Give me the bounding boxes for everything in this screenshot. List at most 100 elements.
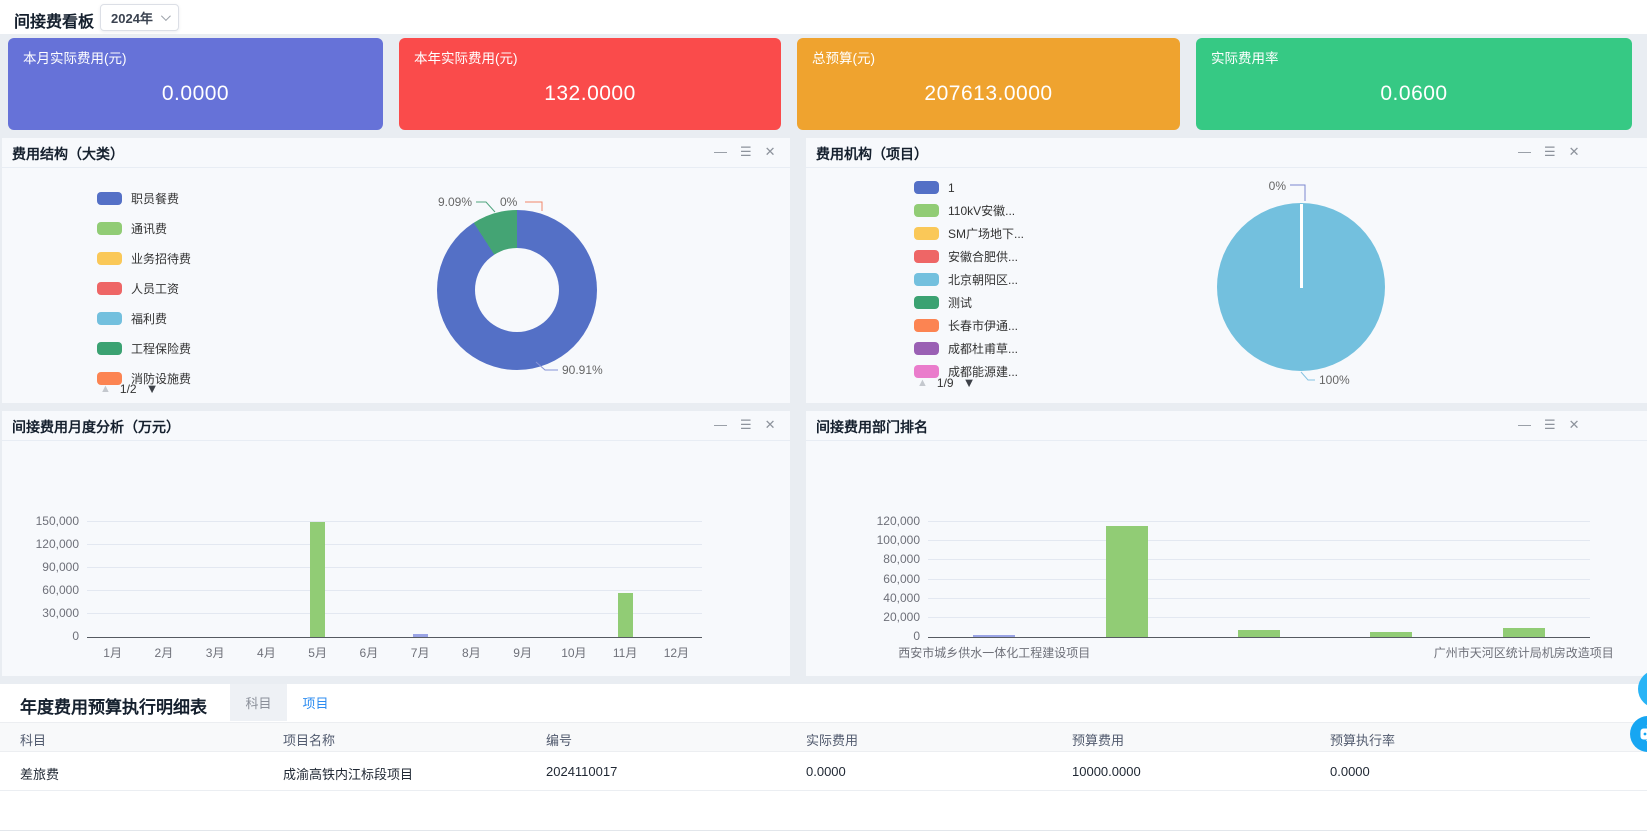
gridline [928, 578, 1590, 580]
bar[interactable] [617, 593, 633, 637]
bar[interactable] [412, 634, 428, 637]
table-tabs: 科目 项目 [230, 684, 344, 721]
legend-item[interactable]: 测试 [914, 291, 1024, 314]
legend-item-label: 成都能源建... [948, 365, 1019, 379]
bar[interactable] [310, 522, 326, 637]
legend-item[interactable]: 北京朝阳区... [914, 268, 1024, 291]
legend-color-chip [97, 341, 122, 355]
x-axis-category-label: 3月 [205, 646, 225, 660]
legend-item[interactable]: 110kV安徽... [914, 199, 1024, 222]
table-cell: 成渝高铁内江标段项目 [283, 767, 414, 782]
panel-header: 间接费用月度分析（万元） — ☰ ✕ [2, 411, 790, 441]
minimize-icon[interactable]: — [714, 417, 727, 432]
window-controls: — ☰ ✕ [714, 417, 776, 433]
bar-chart-dept[interactable]: 0 20,000 40,000 60,000 80,000 100,000 120,000 西… [877, 514, 1614, 660]
floating-circle-button[interactable] [1638, 670, 1647, 708]
menu-icon[interactable]: ☰ [1544, 417, 1556, 432]
minimize-icon[interactable]: — [714, 144, 727, 159]
legend: 1 110kV安徽... SM广场地下... 安徽合肥供... 北京朝阳区... 测试长春… [914, 176, 1024, 383]
close-icon[interactable]: ✕ [764, 417, 776, 432]
legend-item-label: 成都杜甫草... [948, 342, 1019, 356]
tab-subject[interactable]: 科目 [245, 696, 272, 711]
table-cell: 0.0000 [806, 764, 846, 779]
gridline [928, 597, 1590, 599]
table-title: 年度费用预算执行明细表 [20, 698, 207, 717]
legend-page-down-icon[interactable]: ▼ [145, 381, 159, 396]
slice-label-zero: 0% [500, 195, 518, 209]
chevron-down-icon [160, 11, 171, 22]
donut-chart[interactable] [437, 210, 597, 370]
legend-page-down-icon[interactable]: ▼ [962, 375, 976, 390]
legend-item[interactable]: 业务招待费 [97, 243, 191, 273]
pie-gap-line [1300, 204, 1303, 288]
y-axis-tick-label: 20,000 [883, 609, 920, 624]
legend-pager: ▲ 1/2 ▼ [100, 381, 158, 396]
panel-body: 职员餐费 通讯费 业务招待费 人员工资福利费工程保险费 消防设施费 ▲ 1/2 ▼ 0%… [2, 169, 790, 403]
menu-icon[interactable]: ☰ [740, 144, 752, 159]
gridline [87, 521, 702, 522]
bar[interactable] [1105, 526, 1148, 637]
legend-item[interactable]: 人员工资 [97, 273, 191, 303]
legend-item[interactable]: 消防设施费 [97, 363, 191, 393]
panel-title: 间接费用月度分析（万元） [12, 419, 180, 435]
legend-item[interactable]: 1 [914, 176, 1024, 199]
legend-page-up-icon[interactable]: ▲ [100, 382, 111, 395]
x-axis-category-label: 7月 [410, 646, 430, 660]
bar[interactable] [1238, 630, 1280, 637]
legend-item-label: 长春市伊通... [948, 319, 1019, 333]
legend-item[interactable]: 通讯费 [97, 213, 191, 243]
chat-robot-button[interactable] [1630, 716, 1647, 752]
legend-item[interactable]: 成都杜甫草... [914, 337, 1024, 360]
legend-item[interactable]: 工程保险费 [97, 333, 191, 363]
legend-color-chip [97, 311, 122, 325]
legend-item-label: SM广场地下... [948, 227, 1025, 241]
legend-item[interactable]: 安徽合肥供... [914, 245, 1024, 268]
close-icon[interactable]: ✕ [1568, 144, 1580, 159]
x-axis-category-label: 2月 [154, 646, 174, 660]
year-selector[interactable]: 2024年 [100, 4, 179, 31]
y-axis-tick-label: 30,000 [42, 606, 79, 620]
minimize-icon[interactable]: — [1518, 417, 1531, 432]
tab-project[interactable]: 项目 [287, 684, 344, 721]
minimize-icon[interactable]: — [1518, 144, 1531, 159]
legend-item-label: 北京朝阳区... [948, 273, 1019, 287]
legend-item[interactable]: 福利费 [97, 303, 191, 333]
table-row[interactable]: 差旅费 成渝高铁内江标段项目 2024110017 0.0000 10000.0000 0… [0, 752, 1647, 791]
bar[interactable] [973, 635, 1016, 637]
x-axis-category-label: 1月 [103, 646, 122, 660]
y-axis-tick-label: 90,000 [42, 560, 79, 574]
legend-item[interactable]: 职员餐费 [97, 183, 191, 213]
legend-page-up-icon[interactable]: ▲ [917, 376, 928, 389]
budget-detail-table-section: 年度费用预算执行明细表 科目 项目 科目 项目名称 编号 实际费用 预算费用 预算执行率 … [0, 684, 1647, 834]
legend-item[interactable]: 长春市伊通... [914, 314, 1024, 337]
legend-item[interactable]: 成都能源建... [914, 360, 1024, 383]
legend-color-chip [914, 319, 939, 332]
bar[interactable] [1502, 628, 1545, 637]
panel-monthly-analysis: 间接费用月度分析（万元） — ☰ ✕ 0 30,000 60,000 90,000 12… [2, 411, 790, 676]
close-icon[interactable]: ✕ [764, 144, 776, 159]
legend-page-indicator: 1/9 [936, 375, 954, 390]
legend-color-chip [914, 181, 939, 194]
kpi-card-total-budget: 总预算(元) 207613.0000 [797, 38, 1180, 130]
slice-label-full: 100% [1319, 373, 1350, 387]
close-icon[interactable]: ✕ [1568, 417, 1580, 432]
gridline [87, 567, 702, 568]
legend-item-label: 福利费 [131, 311, 168, 326]
table-header-row: 科目 项目名称 编号 实际费用 预算费用 预算执行率 [0, 722, 1647, 752]
gridline [87, 613, 702, 614]
legend-color-chip [914, 250, 939, 263]
y-axis-tick-label: 100,000 [876, 533, 920, 548]
panel-title: 费用机构（项目） [816, 146, 928, 162]
bar[interactable] [1370, 632, 1413, 637]
kpi-value: 0.0600 [1380, 82, 1448, 105]
panel-expense-org: 费用机构（项目） — ☰ ✕ 1 110kV安徽... SM广场地下... 安徽合肥供… [806, 138, 1647, 403]
bar-chart-monthly[interactable]: 0 30,000 60,000 90,000 120,000 150,000 1月 2月 3月 4… [36, 514, 702, 660]
panel-dept-ranking: 间接费用部门排名 — ☰ ✕ 0 20,000 40,000 60,000 80,000… [806, 411, 1647, 676]
menu-icon[interactable]: ☰ [740, 417, 752, 432]
legend-item[interactable]: SM广场地下... [914, 222, 1024, 245]
panel-body: 1 110kV安徽... SM广场地下... 安徽合肥供... 北京朝阳区... 测试长春… [806, 169, 1647, 403]
panel-body: 0 20,000 40,000 60,000 80,000 100,000 120,000 西… [806, 442, 1647, 676]
x-axis-category-label: 广州市天河区统计局机房改造项目 [1433, 646, 1614, 660]
menu-icon[interactable]: ☰ [1544, 144, 1556, 159]
page-title: 间接费看板 [14, 14, 95, 31]
